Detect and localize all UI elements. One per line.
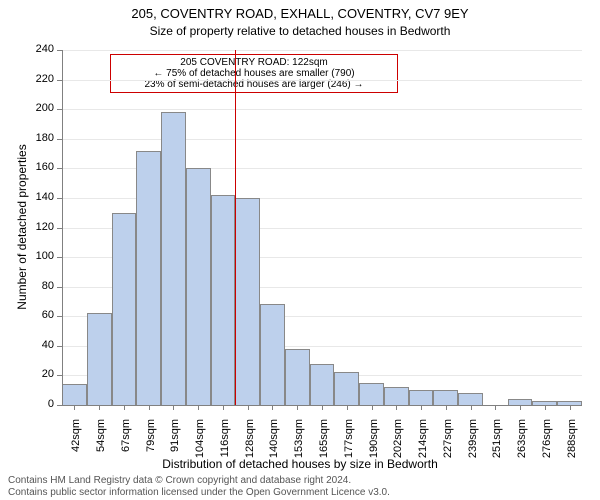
x-tick-label: 251sqm bbox=[491, 419, 503, 463]
x-tick-label: 140sqm bbox=[268, 419, 280, 463]
histogram-bar bbox=[136, 151, 161, 405]
x-tick-label: 79sqm bbox=[145, 419, 157, 463]
x-tick-label: 104sqm bbox=[194, 419, 206, 463]
annotation-line2: ← 75% of detached houses are smaller (79… bbox=[115, 68, 393, 79]
annotation-box: 205 COVENTRY ROAD: 122sqm ← 75% of detac… bbox=[110, 54, 398, 93]
histogram-bar bbox=[409, 390, 434, 405]
y-tick-label: 240 bbox=[26, 43, 54, 55]
y-tick-label: 120 bbox=[26, 221, 54, 233]
histogram-bar bbox=[62, 384, 87, 405]
footer-line1: Contains HM Land Registry data © Crown c… bbox=[8, 475, 390, 487]
grid-line bbox=[62, 80, 582, 81]
histogram-bar bbox=[359, 383, 384, 405]
histogram-bar bbox=[112, 213, 137, 405]
histogram-bar bbox=[235, 198, 260, 405]
y-axis-line bbox=[62, 50, 63, 405]
x-tick-label: 91sqm bbox=[169, 419, 181, 463]
y-tick-label: 180 bbox=[26, 132, 54, 144]
grid-line bbox=[62, 109, 582, 110]
histogram-bar bbox=[211, 195, 236, 405]
histogram-bar bbox=[186, 168, 211, 405]
x-tick-label: 202sqm bbox=[392, 419, 404, 463]
grid-line bbox=[62, 139, 582, 140]
x-tick-label: 227sqm bbox=[442, 419, 454, 463]
grid-line bbox=[62, 50, 582, 51]
x-tick-label: 67sqm bbox=[120, 419, 132, 463]
histogram-bar bbox=[161, 112, 186, 405]
histogram-bar bbox=[334, 372, 359, 405]
annotation-line1: 205 COVENTRY ROAD: 122sqm bbox=[115, 57, 393, 68]
footer-line2: Contains public sector information licen… bbox=[8, 487, 390, 499]
histogram-bar bbox=[433, 390, 458, 405]
y-tick-label: 40 bbox=[26, 339, 54, 351]
y-tick-label: 0 bbox=[26, 398, 54, 410]
x-tick-label: 128sqm bbox=[244, 419, 256, 463]
x-tick-label: 116sqm bbox=[219, 419, 231, 463]
y-tick-label: 20 bbox=[26, 368, 54, 380]
x-tick-label: 288sqm bbox=[566, 419, 578, 463]
x-axis-line bbox=[62, 405, 582, 406]
chart-container: 205, COVENTRY ROAD, EXHALL, COVENTRY, CV… bbox=[0, 0, 600, 500]
histogram-bar bbox=[260, 304, 285, 405]
histogram-bar bbox=[458, 393, 483, 405]
title-main: 205, COVENTRY ROAD, EXHALL, COVENTRY, CV… bbox=[0, 6, 600, 21]
x-tick-label: 54sqm bbox=[95, 419, 107, 463]
x-tick-label: 239sqm bbox=[467, 419, 479, 463]
reference-line bbox=[235, 50, 236, 405]
annotation-line3: 23% of semi-detached houses are larger (… bbox=[115, 79, 393, 90]
footer-attribution: Contains HM Land Registry data © Crown c… bbox=[8, 475, 390, 499]
x-tick-label: 276sqm bbox=[541, 419, 553, 463]
x-tick-label: 177sqm bbox=[343, 419, 355, 463]
x-tick-label: 42sqm bbox=[70, 419, 82, 463]
y-tick-label: 140 bbox=[26, 191, 54, 203]
x-tick-label: 190sqm bbox=[368, 419, 380, 463]
x-tick-label: 165sqm bbox=[318, 419, 330, 463]
y-tick-label: 220 bbox=[26, 73, 54, 85]
histogram-bar bbox=[384, 387, 409, 405]
histogram-bar bbox=[310, 364, 335, 405]
x-tick-label: 214sqm bbox=[417, 419, 429, 463]
y-tick-label: 100 bbox=[26, 250, 54, 262]
y-tick-label: 80 bbox=[26, 280, 54, 292]
y-tick-label: 60 bbox=[26, 309, 54, 321]
x-tick-label: 153sqm bbox=[293, 419, 305, 463]
x-tick-label: 263sqm bbox=[516, 419, 528, 463]
y-tick-label: 160 bbox=[26, 161, 54, 173]
histogram-bar bbox=[87, 313, 112, 405]
y-tick-label: 200 bbox=[26, 102, 54, 114]
title-sub: Size of property relative to detached ho… bbox=[0, 24, 600, 38]
histogram-bar bbox=[285, 349, 310, 405]
